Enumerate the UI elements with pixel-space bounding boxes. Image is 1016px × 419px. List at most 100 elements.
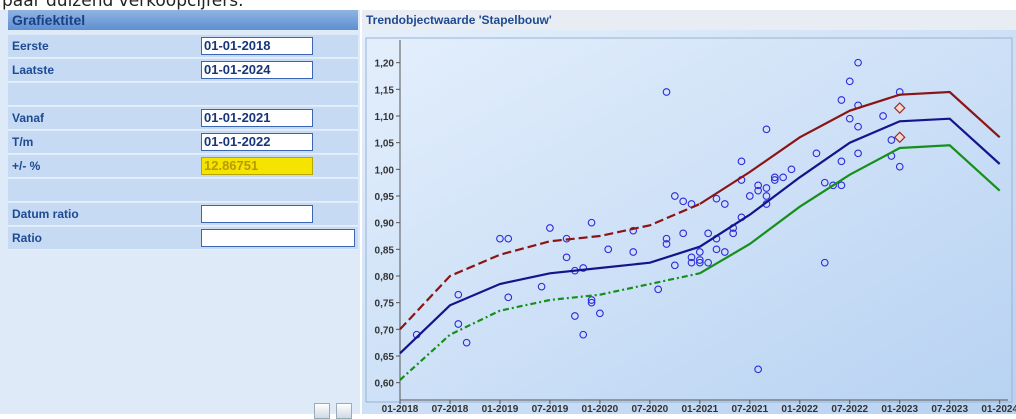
y-tick-label: 0,90	[375, 219, 395, 230]
data-point	[546, 224, 554, 232]
x-tick-label: 07-2021	[731, 404, 768, 414]
field-label: Laatste	[12, 63, 55, 77]
chart-title: Trendobjectwaarde 'Stapelbouw'	[366, 13, 552, 27]
y-tick-label: 1,00	[375, 165, 395, 176]
data-point	[837, 157, 846, 166]
x-tick-label: 01-2024	[981, 404, 1016, 414]
data-point	[496, 234, 504, 243]
data-point	[679, 197, 688, 206]
data-point	[779, 173, 787, 182]
field-label: T/m	[12, 135, 34, 149]
percent-input[interactable]: 12.86751	[201, 157, 313, 175]
data-point	[679, 229, 688, 238]
field-row: Vanaf 01-01-2021	[8, 107, 358, 130]
data-point	[587, 296, 596, 304]
data-point	[737, 157, 746, 166]
field-label: Datum ratio	[12, 207, 79, 221]
data-point	[604, 245, 613, 254]
x-tick-label: 01-2018	[382, 404, 419, 414]
ratio-input[interactable]	[201, 229, 355, 247]
x-tick-label: 07-2018	[432, 404, 469, 414]
y-tick-label: 0,75	[375, 299, 395, 310]
field-row: +/- % 12.86751	[8, 155, 358, 178]
data-point	[695, 256, 704, 264]
data-point	[754, 186, 762, 195]
data-point	[504, 234, 513, 243]
data-point	[762, 192, 771, 200]
data-point	[787, 165, 796, 174]
data-point	[720, 200, 729, 208]
data-point	[687, 253, 696, 262]
data-point	[762, 125, 771, 134]
data-point	[571, 312, 579, 320]
zoom-button[interactable]	[314, 403, 330, 419]
data-point	[629, 226, 638, 235]
plot-frame	[365, 37, 1013, 403]
y-tick-label: 0,70	[375, 325, 395, 336]
spacer-row	[8, 83, 358, 106]
x-tick-label: 07-2022	[831, 404, 868, 414]
y-tick-label: 0,80	[375, 272, 395, 283]
x-tick-label: 01-2023	[881, 404, 918, 414]
data-point	[812, 149, 821, 158]
field-row: Ratio	[8, 227, 358, 250]
data-point	[704, 229, 713, 238]
data-point	[820, 178, 829, 187]
data-point	[587, 218, 596, 227]
data-point	[596, 309, 604, 318]
date-input[interactable]: 01-01-2021	[201, 109, 313, 127]
trend-line	[399, 272, 701, 381]
data-point	[770, 176, 779, 184]
date-input[interactable]	[201, 205, 313, 223]
y-tick-label: 0,60	[375, 379, 395, 390]
field-label: +/- %	[12, 159, 41, 173]
data-point	[670, 261, 679, 270]
x-tick-label: 07-2020	[632, 404, 669, 414]
panel-title: Grafiektitel	[8, 10, 358, 30]
data-point	[537, 282, 546, 291]
trend-line	[699, 144, 1001, 275]
settings-panel: Grafiektitel Eerste 01-01-2018 Laatste 01-…	[0, 10, 360, 419]
data-point	[662, 234, 671, 243]
x-tick-label: 01-2020	[582, 404, 619, 414]
field-row: Eerste 01-01-2018	[8, 35, 358, 58]
title-bar	[362, 10, 1016, 30]
data-point	[462, 338, 471, 347]
data-point	[712, 245, 721, 254]
data-point	[845, 77, 854, 86]
data-point	[562, 253, 571, 262]
data-point	[770, 173, 779, 182]
date-input[interactable]: 01-01-2024	[201, 61, 313, 79]
data-point	[687, 258, 696, 267]
data-point	[579, 330, 588, 339]
chart-background	[362, 30, 1016, 414]
data-point	[887, 136, 896, 144]
x-tick-label: 01-2022	[781, 404, 818, 414]
data-point	[720, 248, 729, 256]
data-point	[504, 293, 513, 302]
data-point	[662, 88, 671, 96]
data-point	[854, 58, 862, 67]
spacer-row	[8, 179, 358, 202]
data-point	[854, 149, 862, 158]
data-point	[820, 258, 829, 267]
y-tick-label: 0,85	[375, 245, 395, 256]
trend-line	[399, 202, 701, 331]
date-input[interactable]: 01-01-2022	[201, 133, 313, 151]
chart: Trendobjectwaarde 'Stapelbouw' 0,60 0,65 0…	[362, 10, 1016, 414]
data-point	[454, 290, 463, 299]
y-tick-label: 0,65	[375, 352, 395, 363]
field-row: Datum ratio	[8, 203, 358, 226]
y-tick-label: 0,95	[375, 192, 395, 203]
data-point	[695, 248, 704, 256]
data-point	[837, 96, 846, 104]
x-tick-label: 07-2023	[931, 404, 968, 414]
y-tick-label: 1,10	[375, 112, 395, 123]
reset-button[interactable]	[336, 403, 352, 419]
data-point	[754, 181, 762, 190]
data-point	[579, 264, 588, 272]
field-row: Laatste 01-01-2024	[8, 59, 358, 82]
date-input[interactable]: 01-01-2018	[201, 37, 313, 55]
x-tick-label: 07-2019	[532, 404, 569, 414]
